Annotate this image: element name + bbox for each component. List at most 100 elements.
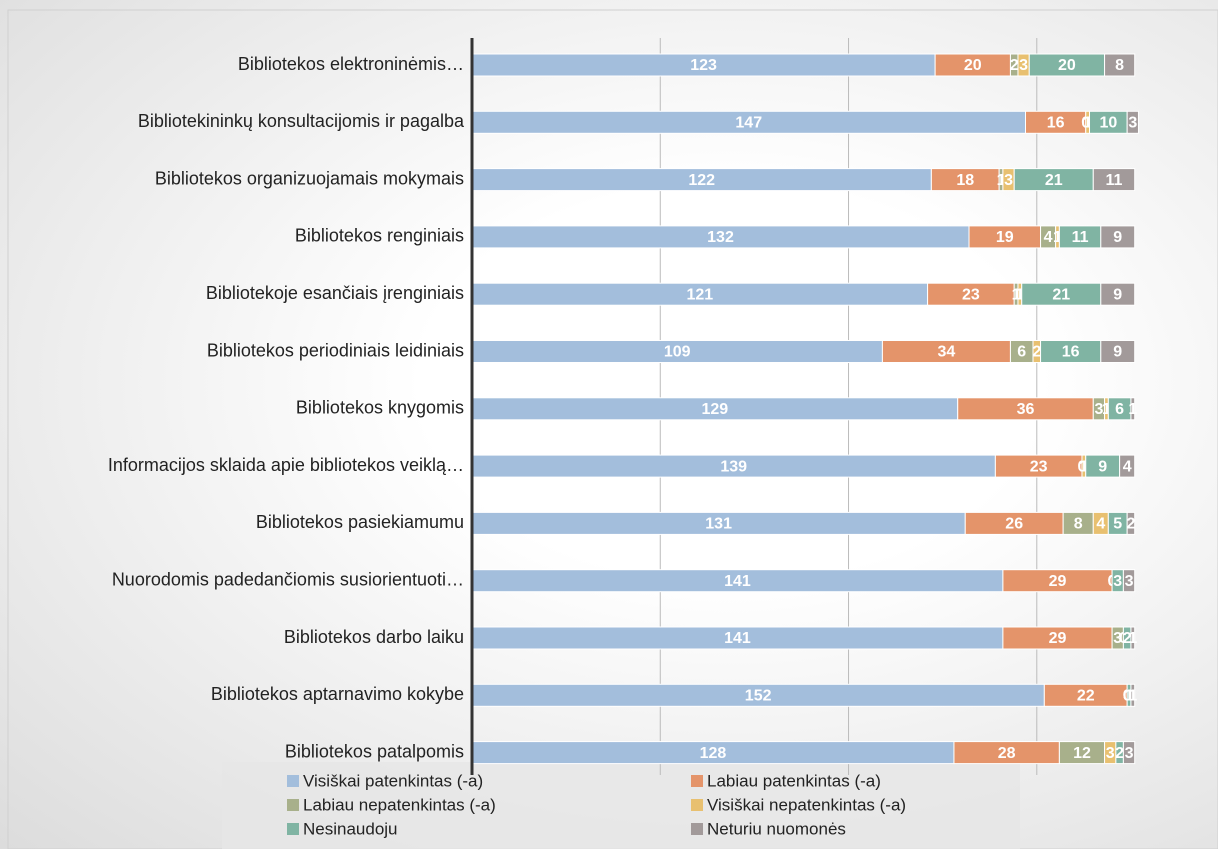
data-label: 3 bbox=[1125, 745, 1134, 762]
bar-segment bbox=[1104, 53, 1136, 77]
data-label: 34 bbox=[938, 344, 956, 361]
data-label: 3 bbox=[1128, 115, 1137, 132]
legend-swatch bbox=[691, 775, 703, 787]
data-label: 128 bbox=[700, 745, 727, 762]
data-label: 1 bbox=[1083, 115, 1092, 132]
data-label: 131 bbox=[705, 516, 732, 533]
data-label: 16 bbox=[1062, 344, 1080, 361]
legend-label: Nesinaudoju bbox=[303, 819, 398, 838]
data-label: 20 bbox=[964, 57, 982, 74]
data-label: 141 bbox=[724, 573, 751, 590]
data-label: 1 bbox=[1128, 630, 1137, 647]
data-label: 3 bbox=[1106, 745, 1115, 762]
y-tick-label: Bibliotekos knygomis bbox=[296, 398, 464, 418]
data-label: 8 bbox=[1115, 57, 1124, 74]
legend-label: Neturiu nuomonės bbox=[707, 819, 846, 838]
data-label: 3 bbox=[1094, 401, 1103, 418]
data-label: 3 bbox=[1019, 57, 1028, 74]
data-label: 4 bbox=[1096, 516, 1105, 533]
bar-segment bbox=[1122, 569, 1136, 593]
data-label: 109 bbox=[664, 344, 691, 361]
data-label: 23 bbox=[962, 286, 980, 303]
data-label: 9 bbox=[1113, 229, 1122, 246]
data-label: 132 bbox=[707, 229, 734, 246]
data-label: 20 bbox=[1058, 57, 1076, 74]
bar-segment bbox=[1126, 110, 1139, 134]
data-label: 123 bbox=[690, 57, 717, 74]
legend-label: Visiškai nepatenkintas (-a) bbox=[707, 795, 906, 814]
data-label: 122 bbox=[688, 172, 715, 189]
bar-segment bbox=[1092, 168, 1136, 192]
data-label: 2 bbox=[1010, 57, 1019, 74]
legend-swatch bbox=[691, 823, 703, 835]
data-label: 3 bbox=[1004, 172, 1013, 189]
legend-swatch bbox=[287, 799, 299, 811]
data-label: 2 bbox=[1032, 344, 1041, 361]
data-label: 9 bbox=[1098, 458, 1107, 475]
data-label: 152 bbox=[745, 688, 772, 705]
data-label: 22 bbox=[1077, 688, 1095, 705]
data-label: 18 bbox=[956, 172, 974, 189]
data-label: 21 bbox=[1045, 172, 1063, 189]
y-tick-label: Bibliotekos aptarnavimo kokybe bbox=[211, 684, 464, 704]
data-label: 11 bbox=[1072, 229, 1089, 246]
data-label: 2 bbox=[1123, 630, 1132, 647]
y-tick-label: Bibliotekos organizuojamais mokymais bbox=[155, 168, 464, 188]
data-label: 12 bbox=[1073, 745, 1091, 762]
data-label: 2 bbox=[1126, 516, 1135, 533]
data-label: 2 bbox=[1115, 745, 1124, 762]
legend-swatch bbox=[691, 799, 703, 811]
data-label: 4 bbox=[1044, 229, 1053, 246]
data-label: 9 bbox=[1113, 344, 1122, 361]
bar-segment bbox=[1119, 454, 1136, 478]
data-label: 1 bbox=[1128, 688, 1137, 705]
data-label: 3 bbox=[1113, 630, 1122, 647]
bar-segment bbox=[1130, 626, 1136, 650]
legend-label: Labiau nepatenkintas (-a) bbox=[303, 795, 496, 814]
data-label: 6 bbox=[1115, 401, 1124, 418]
data-label: 1 bbox=[1102, 401, 1111, 418]
data-label: 1 bbox=[1015, 286, 1024, 303]
y-tick-label: Bibliotekos renginiais bbox=[295, 226, 464, 246]
y-tick-label: Bibliotekos patalpomis bbox=[285, 741, 464, 761]
bar-segment bbox=[1100, 225, 1136, 249]
data-label: 1 bbox=[1012, 286, 1021, 303]
data-label: 1 bbox=[997, 172, 1006, 189]
data-label: 29 bbox=[1049, 573, 1067, 590]
data-label: 1 bbox=[1128, 401, 1137, 418]
y-tick-label: Bibliotekos darbo laiku bbox=[284, 627, 464, 647]
legend-swatch bbox=[287, 823, 299, 835]
data-label: 16 bbox=[1047, 115, 1065, 132]
data-label: 6 bbox=[1017, 344, 1026, 361]
data-label: 36 bbox=[1017, 401, 1035, 418]
y-tick-label: Bibliotekininkų konsultacijomis ir pagal… bbox=[138, 111, 465, 131]
chart-frame bbox=[7, 9, 1218, 849]
data-label: 23 bbox=[1030, 458, 1048, 475]
data-label: 5 bbox=[1113, 516, 1122, 533]
y-tick-label: Bibliotekos pasiekiamumu bbox=[256, 512, 464, 532]
bar-segment bbox=[1130, 397, 1136, 421]
data-label: 10 bbox=[1099, 115, 1117, 132]
data-label: 1 bbox=[1125, 688, 1134, 705]
y-tick-label: Nuorodomis padedančiomis susiorientuoti… bbox=[112, 569, 464, 589]
data-label: 3 bbox=[1113, 573, 1122, 590]
legend-label: Visiškai patenkintas (-a) bbox=[303, 771, 483, 790]
y-tick-label: Informacijos sklaida apie bibliotekos ve… bbox=[108, 455, 464, 475]
data-label: 9 bbox=[1113, 286, 1122, 303]
data-label: 19 bbox=[996, 229, 1014, 246]
bar-segment bbox=[1122, 741, 1136, 765]
y-tick-label: Bibliotekos elektroninėmis… bbox=[238, 54, 464, 74]
data-label: 29 bbox=[1049, 630, 1067, 647]
y-tick-label: Bibliotekoje esančiais įrenginiais bbox=[206, 283, 464, 303]
y-tick-label: Bibliotekos periodiniais leidiniais bbox=[207, 340, 464, 360]
data-label: 141 bbox=[724, 630, 751, 647]
data-label: 11 bbox=[1106, 172, 1123, 189]
data-label: 3 bbox=[1125, 573, 1134, 590]
data-label: 21 bbox=[1052, 286, 1070, 303]
data-label: 121 bbox=[686, 286, 713, 303]
bar-segment bbox=[1130, 683, 1136, 707]
data-label: 26 bbox=[1005, 516, 1023, 533]
bar-segment bbox=[1126, 511, 1136, 535]
data-label: 139 bbox=[720, 458, 747, 475]
data-label: 4 bbox=[1123, 458, 1132, 475]
